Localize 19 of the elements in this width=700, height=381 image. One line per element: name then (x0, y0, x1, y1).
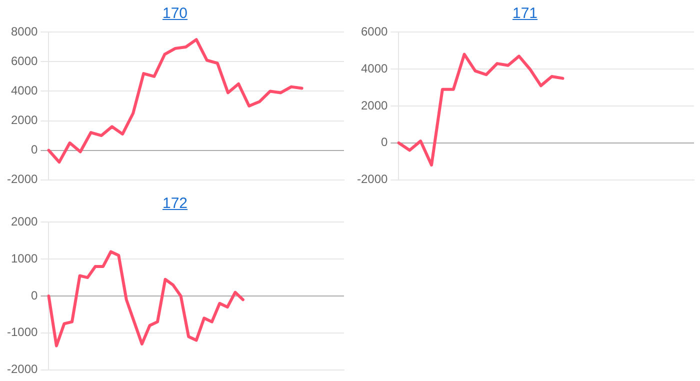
y-tick-label: 1000 (10, 251, 38, 266)
y-tick-label: 2000 (10, 214, 38, 229)
chart-title: 170 (161, 4, 189, 22)
y-tick-label: 2000 (360, 98, 388, 112)
y-tick-label: 8000 (10, 24, 38, 39)
y-tick-label: 6000 (10, 54, 38, 68)
y-tick-label: 4000 (360, 61, 388, 76)
y-tick-label: -1000 (6, 325, 38, 340)
chart-title: 172 (161, 194, 189, 212)
y-tick-label: 2000 (10, 113, 38, 128)
y-tick-label: 0 (31, 142, 38, 157)
y-tick-label: -2000 (6, 362, 38, 376)
y-tick-label: -2000 (356, 172, 388, 186)
y-tick-label: 6000 (360, 24, 388, 39)
chart-title: 171 (511, 4, 539, 22)
y-tick-label: -2000 (6, 172, 38, 186)
y-tick-label: 0 (31, 288, 38, 302)
y-tick-label: 4000 (10, 84, 38, 98)
y-tick-label: 0 (381, 135, 388, 150)
